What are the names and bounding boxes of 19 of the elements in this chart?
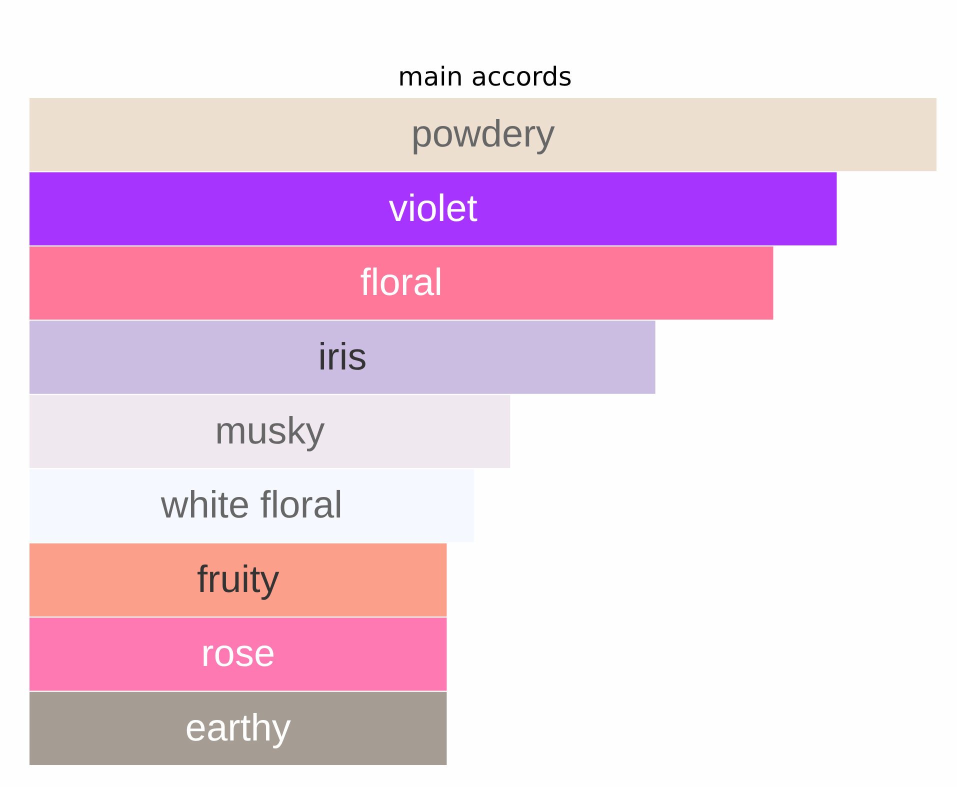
y-tick-label: violet bbox=[388, 188, 478, 230]
bar bbox=[30, 320, 656, 394]
bar bbox=[30, 246, 774, 320]
y-tick-label: fruity bbox=[196, 558, 280, 601]
bar bbox=[30, 394, 510, 468]
y-tick-label: rose bbox=[201, 633, 276, 676]
bar bbox=[30, 543, 447, 616]
bar bbox=[30, 98, 937, 172]
y-tick-label: iris bbox=[318, 336, 367, 378]
bar bbox=[30, 469, 474, 542]
bar bbox=[30, 692, 447, 765]
y-tick-label: white floral bbox=[160, 484, 343, 527]
y-tick-label: powdery bbox=[411, 114, 555, 156]
bar bbox=[30, 172, 837, 246]
y-tick-label: musky bbox=[214, 410, 325, 452]
bar bbox=[30, 618, 447, 691]
chart-title: main accords bbox=[398, 62, 572, 92]
y-tick-label: floral bbox=[360, 262, 443, 304]
y-tick-label: earthy bbox=[185, 707, 291, 750]
